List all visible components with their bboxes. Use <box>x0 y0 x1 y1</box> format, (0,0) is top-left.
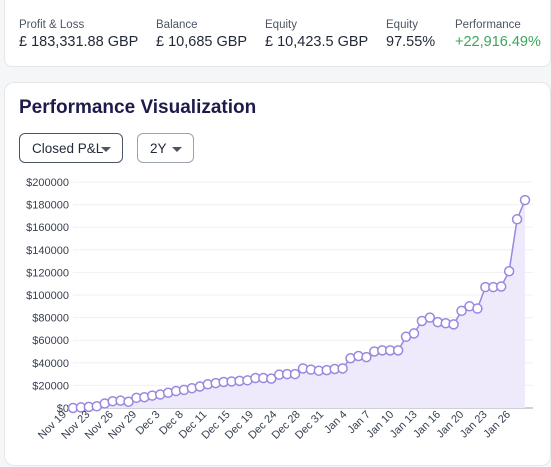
y-tick-label: $40000 <box>32 358 69 370</box>
data-point <box>519 194 531 206</box>
data-point <box>361 351 372 363</box>
stat-balance: Balance £ 10,685 GBP <box>156 19 247 50</box>
data-point <box>511 214 523 225</box>
stat-label: Profit & Loss <box>19 19 85 31</box>
stat-profit-loss: Profit & Loss £ 183,331.88 GBP <box>19 19 138 50</box>
stat-label: Equity <box>265 19 297 31</box>
stat-value: £ 10,423.5 GBP <box>265 34 369 50</box>
stat-value: 97.55% <box>386 34 436 50</box>
caret-down-icon <box>101 147 111 152</box>
data-point <box>495 281 507 292</box>
data-point <box>503 266 515 277</box>
y-tick-label: $100000 <box>26 290 69 302</box>
stat-label: Balance <box>156 19 198 31</box>
stat-label: Equity <box>386 19 418 31</box>
y-tick-label: $120000 <box>26 267 69 279</box>
stat-value: £ 183,331.88 GBP <box>19 34 139 50</box>
data-point <box>289 368 301 380</box>
stat-label: Performance <box>455 19 521 31</box>
section-title: Performance Visualization <box>19 97 257 118</box>
stat-value: +22,916.49% <box>455 34 541 50</box>
y-tick-label: $160000 <box>26 222 69 234</box>
data-point <box>472 303 483 314</box>
y-tick-label: $20000 <box>32 380 69 392</box>
data-point <box>456 305 467 317</box>
stat-equity-percent: Equity 97.55% <box>386 19 435 50</box>
data-point <box>337 363 348 374</box>
data-point <box>392 345 404 356</box>
stat-performance: Performance +22,916.49% <box>455 19 541 50</box>
y-tick-label: $180000 <box>26 200 69 212</box>
data-point <box>408 328 420 339</box>
data-point <box>448 319 459 330</box>
series-area <box>73 200 525 408</box>
metric-dropdown-value: Closed P&L <box>32 140 104 156</box>
period-dropdown-value: 2Y <box>150 140 167 156</box>
y-tick-label: $80000 <box>32 313 69 325</box>
y-tick-label: $200000 <box>26 177 69 189</box>
performance-visualization-card: Performance Visualization Closed P&L 2Y … <box>4 82 551 466</box>
caret-down-icon <box>172 147 182 152</box>
stat-value: £ 10,685 GBP <box>156 34 248 50</box>
y-tick-label: $60000 <box>32 335 69 347</box>
account-stats-card: Profit & Loss £ 183,331.88 GBP Balance £… <box>4 0 551 67</box>
y-tick-label: $0 <box>57 403 69 415</box>
performance-chart: $0 $20000 $40000 $60000 $80000 $100000 $120000… <box>26 177 533 442</box>
period-dropdown[interactable]: 2Y <box>137 133 194 163</box>
data-point <box>424 312 436 323</box>
x-tick-label: Jan 4 <box>322 409 350 437</box>
y-tick-label: $140000 <box>26 245 69 257</box>
x-tick-label: Dec 3 <box>134 409 163 438</box>
stat-equity: Equity £ 10,423.5 GBP <box>265 19 368 50</box>
metric-dropdown[interactable]: Closed P&L <box>19 133 123 163</box>
